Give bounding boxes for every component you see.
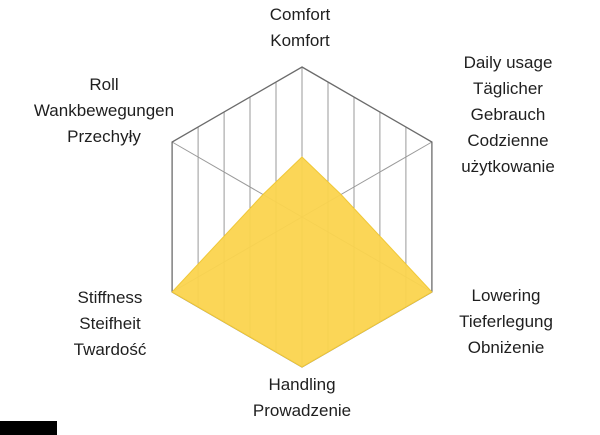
axis-label-handling: Handling Prowadzenie (252, 375, 352, 420)
axis-label-lowering: Lowering Tieferlegung Obniżenie (459, 286, 553, 357)
axis-label-roll: Roll Wankbewegungen Przechyły (33, 75, 175, 146)
axis-label-daily-usage: Daily usage Täglicher Gebrauch Codzienne… (461, 53, 555, 176)
axis-label-comfort: Comfort Komfort (269, 5, 331, 50)
corner-watermark-bar (0, 421, 57, 435)
axis-label-stiffness: Stiffness Steifheit Twardość (73, 288, 147, 359)
radar-data-polygon (171, 156, 433, 368)
